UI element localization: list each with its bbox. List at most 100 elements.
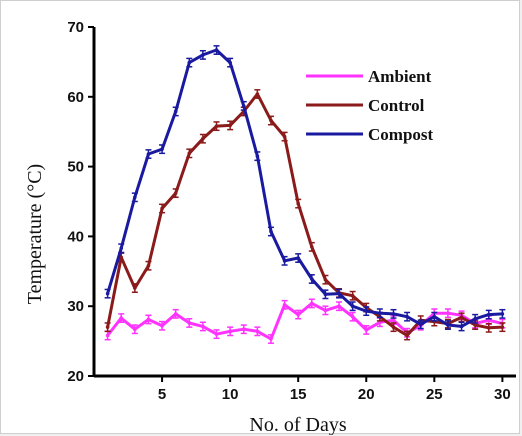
data-point-compost-8 [201,53,205,57]
data-point-compost-12 [255,154,260,158]
data-point-ambient-16 [310,301,314,306]
legend-label-compost: Compost [368,125,434,144]
data-point-ambient-3 [133,327,137,332]
data-point-control-17 [323,277,328,282]
series-control [104,89,506,341]
data-point-ambient-8 [201,324,205,329]
x-tick-label-5: 5 [158,386,166,403]
data-point-ambient-11 [241,327,246,332]
data-point-ambient-26 [446,311,450,315]
y-axis-title: Temperature (°C) [24,164,46,304]
x-axis-title: No. of Days [249,414,346,435]
data-point-compost-29 [486,312,491,317]
data-point-compost-14 [282,259,287,263]
x-tick-label-10: 10 [222,386,239,403]
x-ticks: 5 10 15 20 25 30 [158,376,511,403]
data-point-control-14 [282,134,287,139]
data-point-control-30 [500,325,505,329]
data-point-ambient-13 [269,337,273,341]
data-point-ambient-19 [350,314,355,319]
data-point-compost-25 [432,314,437,319]
series-line-compost [106,48,503,328]
data-point-compost-13 [269,229,273,234]
data-point-ambient-20 [364,328,369,332]
data-point-compost-16 [310,277,314,281]
data-point-compost-11 [241,104,246,108]
data-point-ambient-7 [187,321,192,325]
data-point-ambient-22 [391,318,396,322]
data-point-ambient-15 [296,312,300,317]
data-point-compost-23 [405,314,409,319]
data-point-control-22 [391,325,396,329]
data-point-control-2 [119,255,124,260]
data-point-ambient-18 [337,304,341,309]
data-point-control-6 [173,191,178,195]
data-point-ambient-4 [146,317,151,322]
y-tick-label-70: 70 [67,19,84,36]
data-point-compost-6 [173,109,178,114]
y-ticks: 20 30 40 50 60 70 [67,19,94,385]
y-tick-label-50: 50 [67,159,84,176]
data-point-compost-30 [500,312,505,316]
data-point-control-16 [310,245,314,249]
data-point-control-12 [255,92,260,96]
data-point-ambient-6 [173,312,178,316]
y-tick-label-20: 20 [67,368,84,385]
data-point-control-13 [269,118,273,123]
data-point-compost-20 [364,309,369,313]
data-point-compost-18 [337,291,341,296]
series-compost [104,45,506,332]
data-point-compost-15 [296,256,300,260]
y-tick-label-60: 60 [67,89,84,106]
x-tick-label-15: 15 [290,386,307,403]
data-point-ambient-2 [119,316,124,320]
data-point-compost-2 [119,246,124,251]
data-point-compost-3 [133,195,137,200]
data-point-compost-27 [459,324,464,329]
data-point-compost-17 [323,292,328,297]
data-point-ambient-17 [323,308,328,313]
data-point-compost-21 [378,311,382,315]
legend-label-control: Control [368,96,425,115]
data-point-control-19 [350,293,355,298]
data-point-compost-24 [418,322,423,327]
data-point-compost-26 [446,323,450,327]
data-point-control-3 [133,286,137,290]
legend-item-control: Control [306,96,425,115]
axes [92,27,516,378]
data-point-ambient-14 [282,303,287,307]
data-point-control-23 [405,333,409,338]
data-point-control-27 [459,315,464,320]
legend-label-ambient: Ambient [368,67,432,86]
data-point-ambient-12 [255,329,260,334]
data-point-compost-22 [391,312,396,316]
data-point-control-10 [228,123,232,128]
legend-item-ambient: Ambient [306,67,432,86]
data-point-ambient-1 [105,333,110,338]
data-point-control-7 [187,151,192,156]
data-point-control-28 [473,323,477,327]
series-layer [104,45,506,344]
data-point-control-4 [146,263,151,268]
data-point-compost-1 [105,291,110,296]
y-tick-label-40: 40 [67,228,84,245]
data-point-control-1 [105,325,110,329]
data-point-compost-7 [187,60,192,65]
data-point-compost-5 [160,147,164,151]
data-point-ambient-10 [228,329,232,334]
data-point-control-15 [296,201,300,206]
x-tick-label-25: 25 [426,386,443,403]
data-point-compost-10 [228,60,232,65]
data-point-control-29 [486,326,491,330]
data-point-control-5 [160,206,164,211]
x-tick-label-20: 20 [358,386,375,403]
x-tick-label-30: 30 [494,386,511,403]
data-point-compost-19 [350,304,355,309]
data-point-compost-9 [214,48,219,52]
legend: Ambient Control Compost [306,67,434,144]
data-point-compost-4 [146,152,151,156]
data-point-ambient-5 [160,323,164,328]
y-tick-label-30: 30 [67,298,84,315]
